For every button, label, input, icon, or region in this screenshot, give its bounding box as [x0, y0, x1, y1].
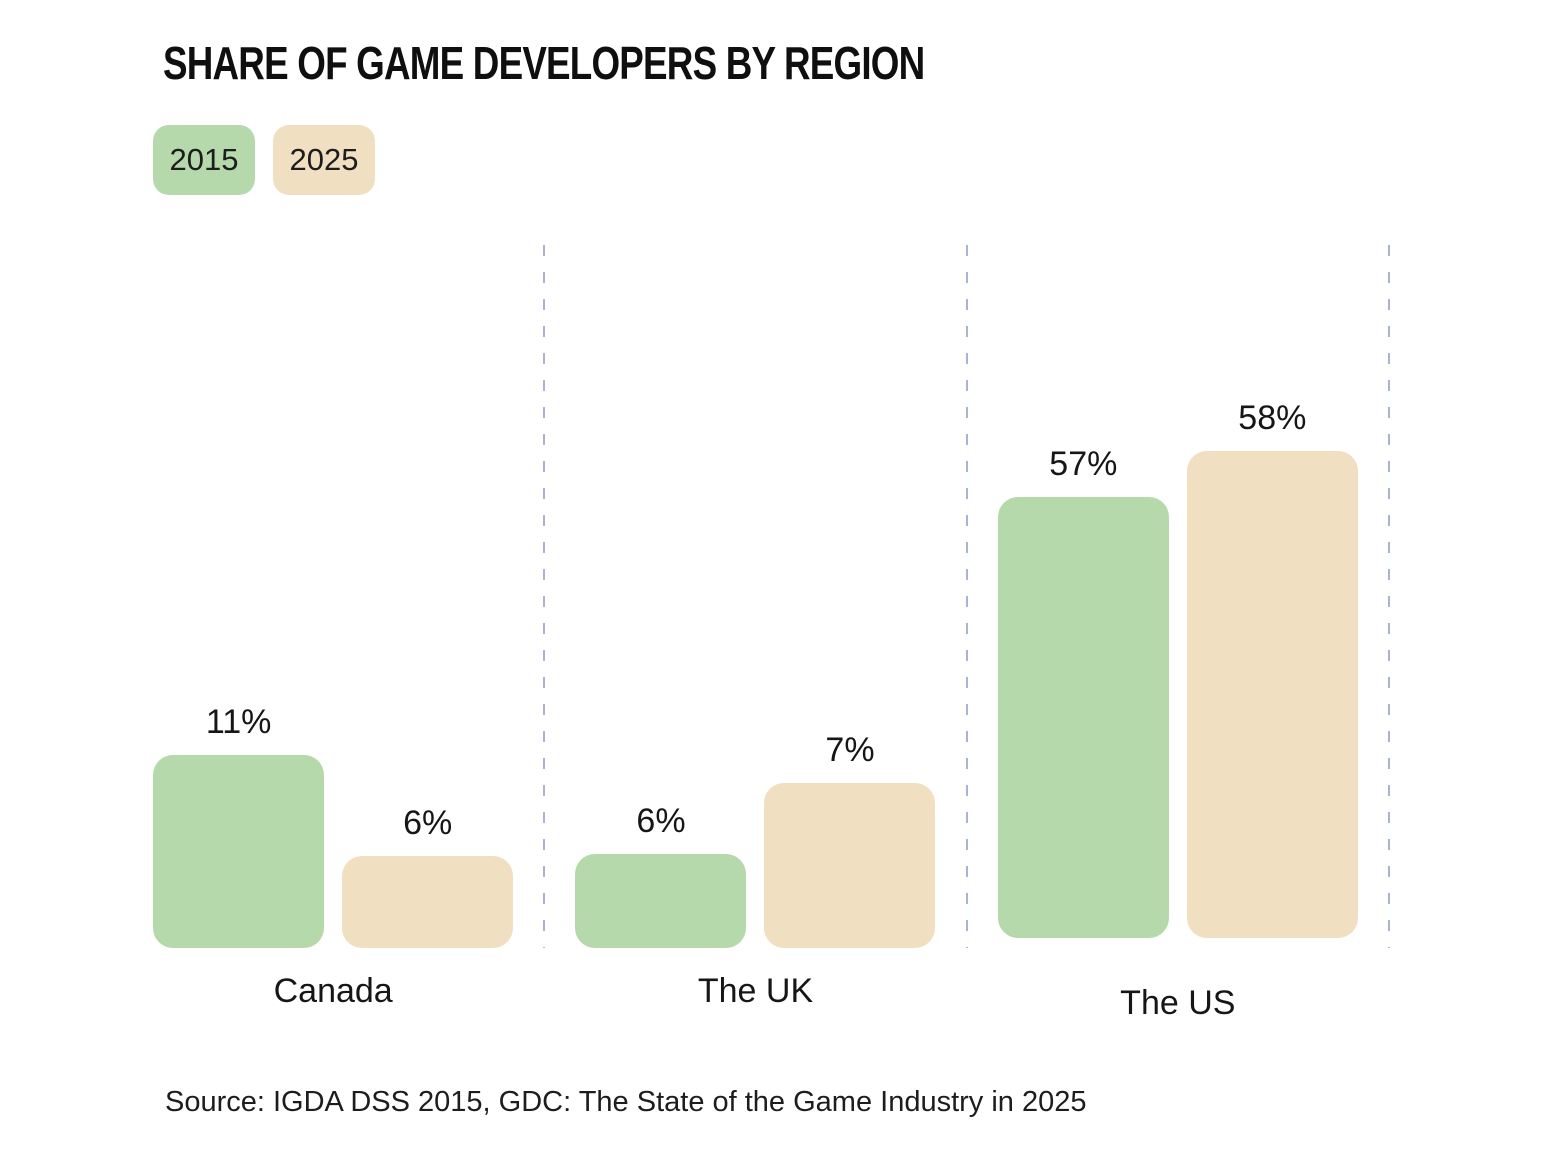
value-label-the-us-2025: 58%	[1238, 398, 1307, 437]
group-separator-the-uk	[965, 245, 968, 948]
category-label-canada: Canada	[273, 972, 393, 1010]
category-label-the-uk: The UK	[697, 972, 814, 1010]
bar-the-us-2025	[1186, 451, 1358, 938]
value-label-the-uk-2015: 6%	[636, 801, 686, 840]
bar-column-canada-2025: 6%	[342, 803, 514, 948]
bar-the-uk-2025	[764, 783, 936, 948]
legend-chip-2015: 2015	[153, 125, 255, 195]
bar-column-the-uk-2015: 6%	[575, 801, 747, 948]
group-the-us: 57% 58% The US	[967, 245, 1390, 1022]
page-title: SHARE OF GAME DEVELOPERS BY REGION	[163, 37, 925, 89]
bar-column-the-us-2015: 57%	[997, 444, 1169, 938]
legend: 2015 2025	[153, 125, 375, 195]
legend-chip-2025: 2025	[273, 125, 375, 195]
bar-the-uk-2015	[575, 854, 747, 948]
source-citation: Source: IGDA DSS 2015, GDC: The State of…	[165, 1086, 1087, 1118]
group-canada: 11% 6% Canada	[122, 245, 546, 1010]
value-label-the-uk-2025: 7%	[825, 730, 875, 769]
value-label-canada-2025: 6%	[403, 803, 453, 842]
bar-column-the-uk-2025: 7%	[764, 730, 936, 948]
bar-column-the-us-2025: 58%	[1186, 398, 1358, 938]
bar-pair-the-us: 57% 58%	[967, 399, 1389, 948]
bar-pair-canada: 11% 6%	[122, 703, 544, 948]
group-separator-canada	[543, 245, 546, 948]
bar-canada-2025	[342, 856, 514, 948]
group-separator-the-us	[1387, 245, 1390, 948]
group-the-uk: 6% 7% The UK	[544, 245, 968, 1010]
bar-pair-the-uk: 6% 7%	[544, 731, 966, 948]
value-label-the-us-2015: 57%	[1049, 444, 1118, 483]
category-label-the-us: The US	[1120, 984, 1236, 1022]
plot-area: 11% 6% Canada 6% 7% The UK 57% 58% The US	[122, 245, 1390, 1022]
bar-the-us-2015	[997, 497, 1169, 938]
bar-canada-2015	[153, 755, 325, 948]
value-label-canada-2015: 11%	[205, 702, 272, 741]
bar-column-canada-2015: 11%	[153, 702, 325, 948]
